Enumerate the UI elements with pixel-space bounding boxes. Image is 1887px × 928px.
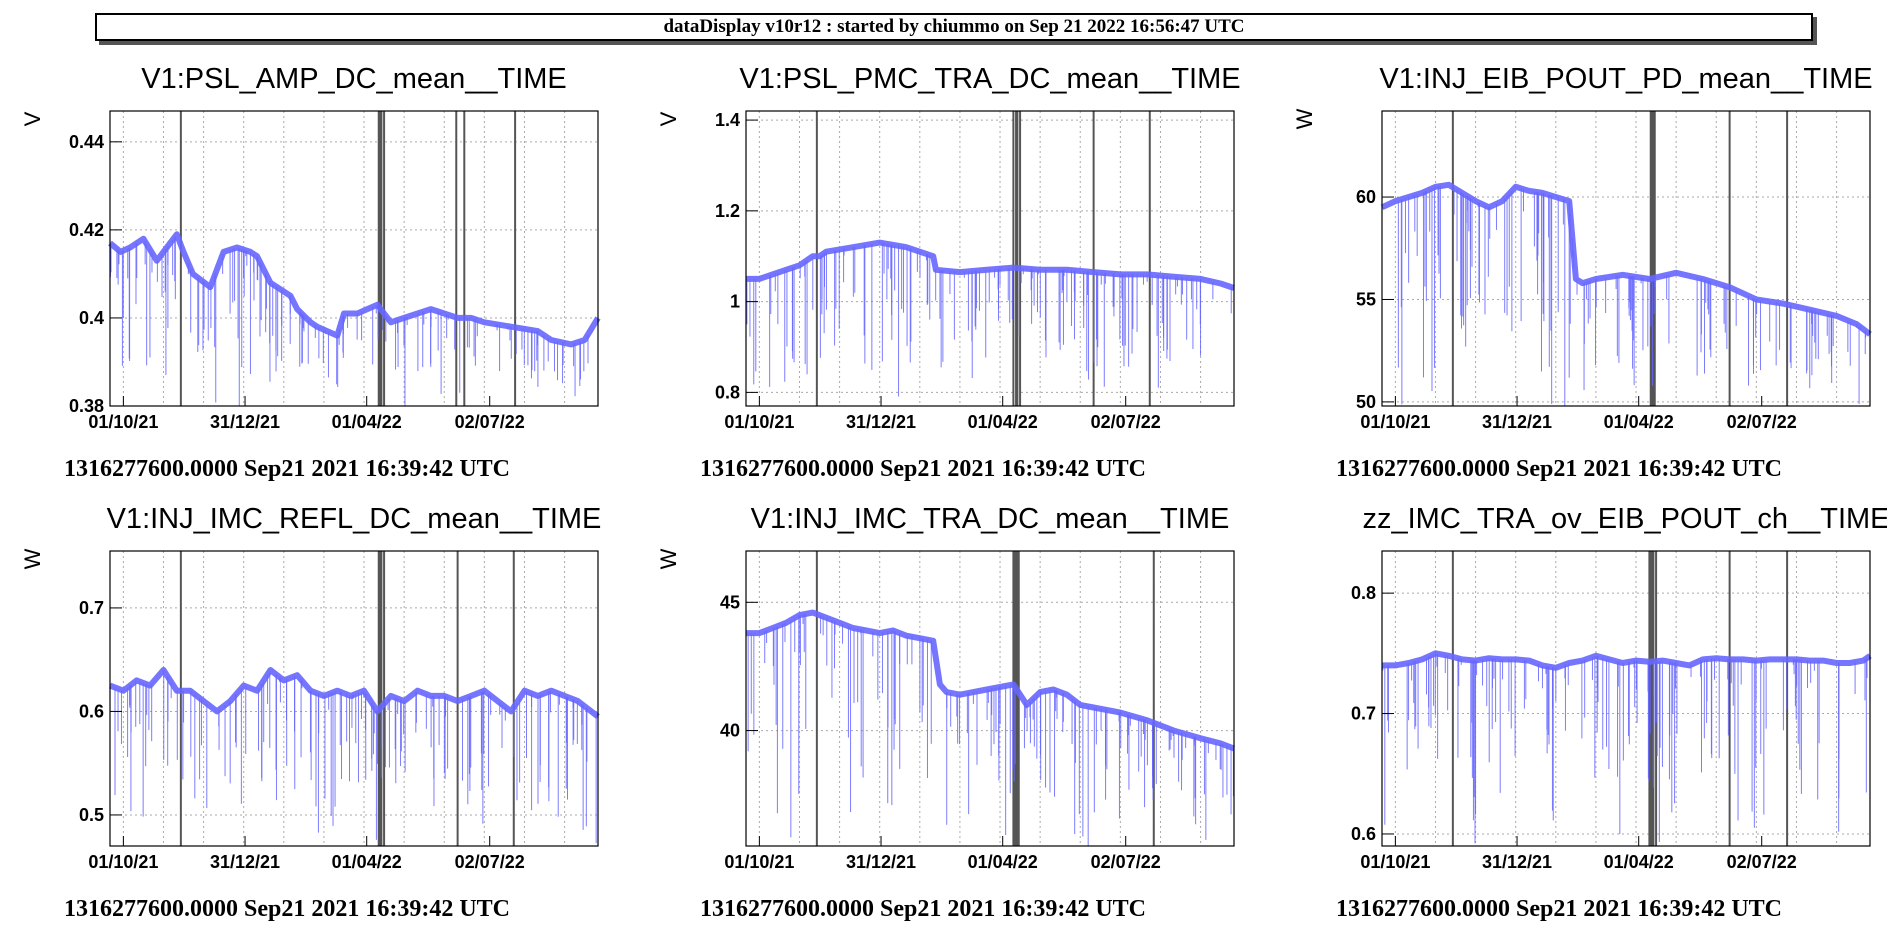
- chart-title: V1:INJ_IMC_TRA_DC_mean__TIME: [751, 503, 1230, 535]
- x-tick-label: 01/10/21: [724, 412, 794, 432]
- x-tick-label: 01/10/21: [1360, 412, 1430, 432]
- x-tick-label: 01/10/21: [1360, 852, 1430, 872]
- y-tick-label: 55: [1356, 289, 1376, 309]
- x-tick-label: 01/10/21: [724, 852, 794, 872]
- series-line: [108, 667, 600, 719]
- dropout-spikes: [1397, 186, 1867, 406]
- series-line: [1382, 650, 1872, 671]
- y-tick-label: 0.4: [79, 308, 104, 328]
- chart-panel-5: V1:INJ_IMC_TRA_DC_mean__TIME W 40 45 01/10/2…: [656, 488, 1276, 928]
- chart-svg: V1:PSL_AMP_DC_mean__TIME V 0.38 0.4 0.42 0.44…: [20, 63, 601, 482]
- plot-frame: [109, 550, 599, 847]
- x-axis-timestamp: 1316277600.0000 Sep21 2021 16:39:42 UTC: [1336, 896, 1782, 922]
- y-tick-label: 0.7: [1351, 704, 1376, 724]
- series-line: [1380, 181, 1872, 337]
- dropout-spikes: [109, 236, 589, 406]
- series-line: [746, 239, 1235, 291]
- x-tick-label: 31/12/21: [1482, 852, 1552, 872]
- x-axis-timestamp: 1316277600.0000 Sep21 2021 16:39:42 UTC: [700, 896, 1146, 922]
- y-tick-label: 60: [1356, 187, 1376, 207]
- chart-panel-6: zz_IMC_TRA_ov_EIB_POUT_ch__TIME 0.6 0.7 0.8…: [1292, 488, 1887, 928]
- y-tick-label: 0.6: [1351, 824, 1376, 844]
- y-axis-label: V: [656, 111, 681, 126]
- chart-svg: zz_IMC_TRA_ov_EIB_POUT_ch__TIME 0.6 0.7 0.8…: [1336, 503, 1887, 922]
- y-tick-label: 1.2: [715, 201, 740, 221]
- chart-svg: V1:INJ_IMC_REFL_DC_mean__TIME W 0.5 0.6 0.7 0…: [20, 503, 602, 922]
- x-tick-label: 31/12/21: [210, 412, 280, 432]
- y-tick-label: 1: [730, 292, 740, 312]
- y-tick-label: 0.7: [79, 598, 104, 618]
- dropout-spikes: [746, 243, 1232, 397]
- y-tick-label: 1.4: [715, 110, 740, 130]
- chart-panel-4: V1:INJ_IMC_REFL_DC_mean__TIME W 0.5 0.6 0.7 0…: [20, 488, 640, 928]
- dropout-spikes: [747, 613, 1234, 846]
- x-tick-label: 02/07/22: [1727, 852, 1797, 872]
- plot-frame: [745, 550, 1235, 847]
- x-axis-timestamp: 1316277600.0000 Sep21 2021 16:39:42 UTC: [64, 456, 510, 482]
- chart-title: zz_IMC_TRA_ov_EIB_POUT_ch__TIME: [1362, 503, 1887, 535]
- series-line: [108, 231, 601, 348]
- x-tick-label: 02/07/22: [1091, 852, 1161, 872]
- x-tick-label: 01/04/22: [1604, 412, 1674, 432]
- x-axis-timestamp: 1316277600.0000 Sep21 2021 16:39:42 UTC: [64, 896, 510, 922]
- y-axis-label: W: [1292, 108, 1317, 129]
- chart-panel-3: V1:INJ_EIB_POUT_PD_mean__TIME W 50 55 60 01/1…: [1292, 48, 1887, 488]
- x-tick-label: 31/12/21: [1482, 412, 1552, 432]
- x-tick-label: 01/10/21: [88, 412, 158, 432]
- y-tick-label: 45: [720, 592, 740, 612]
- y-axis-label: V: [20, 111, 45, 126]
- x-tick-label: 01/04/22: [1604, 852, 1674, 872]
- chart-title: V1:PSL_PMC_TRA_DC_mean__TIME: [739, 63, 1240, 95]
- y-tick-label: 0.38: [69, 396, 104, 416]
- y-tick-label: 0.8: [715, 382, 740, 402]
- chart-panel-1: V1:PSL_AMP_DC_mean__TIME V 0.38 0.4 0.42 0.44…: [20, 48, 640, 488]
- chart-title: V1:INJ_IMC_REFL_DC_mean__TIME: [107, 503, 602, 535]
- display-banner: dataDisplay v10r12 : started by chiummo …: [95, 13, 1813, 41]
- y-tick-label: 0.42: [69, 220, 104, 240]
- y-tick-label: 50: [1356, 392, 1376, 412]
- series-line: [746, 609, 1236, 752]
- chart-svg: V1:PSL_PMC_TRA_DC_mean__TIME V 0.8 1 1.2 1.4 0…: [656, 63, 1241, 482]
- dropout-spikes: [1382, 653, 1868, 844]
- x-axis-timestamp: 1316277600.0000 Sep21 2021 16:39:42 UTC: [700, 456, 1146, 482]
- x-tick-label: 31/12/21: [846, 412, 916, 432]
- plot-frame: [745, 110, 1235, 407]
- y-axis-label: W: [20, 548, 45, 569]
- x-tick-label: 02/07/22: [1091, 412, 1161, 432]
- plot-frame: [1381, 550, 1871, 847]
- y-tick-label: 0.44: [69, 132, 104, 152]
- y-tick-label: 0.5: [79, 805, 104, 825]
- x-axis-timestamp: 1316277600.0000 Sep21 2021 16:39:42 UTC: [1336, 456, 1782, 482]
- plot-frame: [1381, 110, 1871, 407]
- x-tick-label: 01/04/22: [332, 412, 402, 432]
- chart-svg: V1:INJ_IMC_TRA_DC_mean__TIME W 40 45 01/10/2…: [656, 503, 1236, 922]
- x-tick-label: 01/04/22: [968, 412, 1038, 432]
- x-tick-label: 31/12/21: [846, 852, 916, 872]
- x-tick-label: 31/12/21: [210, 852, 280, 872]
- y-tick-label: 40: [720, 721, 740, 741]
- chart-title: V1:INJ_EIB_POUT_PD_mean__TIME: [1379, 63, 1872, 95]
- x-tick-label: 01/04/22: [332, 852, 402, 872]
- y-tick-label: 0.6: [79, 701, 104, 721]
- x-tick-label: 02/07/22: [455, 852, 525, 872]
- x-tick-label: 01/04/22: [968, 852, 1038, 872]
- y-tick-label: 0.8: [1351, 583, 1376, 603]
- plot-frame: [109, 110, 599, 407]
- chart-title: V1:PSL_AMP_DC_mean__TIME: [141, 63, 567, 95]
- x-tick-label: 02/07/22: [1727, 412, 1797, 432]
- x-tick-label: 01/10/21: [88, 852, 158, 872]
- y-axis-label: W: [656, 548, 681, 569]
- x-tick-label: 02/07/22: [455, 412, 525, 432]
- chart-panel-2: V1:PSL_PMC_TRA_DC_mean__TIME V 0.8 1 1.2 1.4 0…: [656, 48, 1276, 488]
- chart-svg: V1:INJ_EIB_POUT_PD_mean__TIME W 50 55 60 01/1…: [1292, 63, 1873, 482]
